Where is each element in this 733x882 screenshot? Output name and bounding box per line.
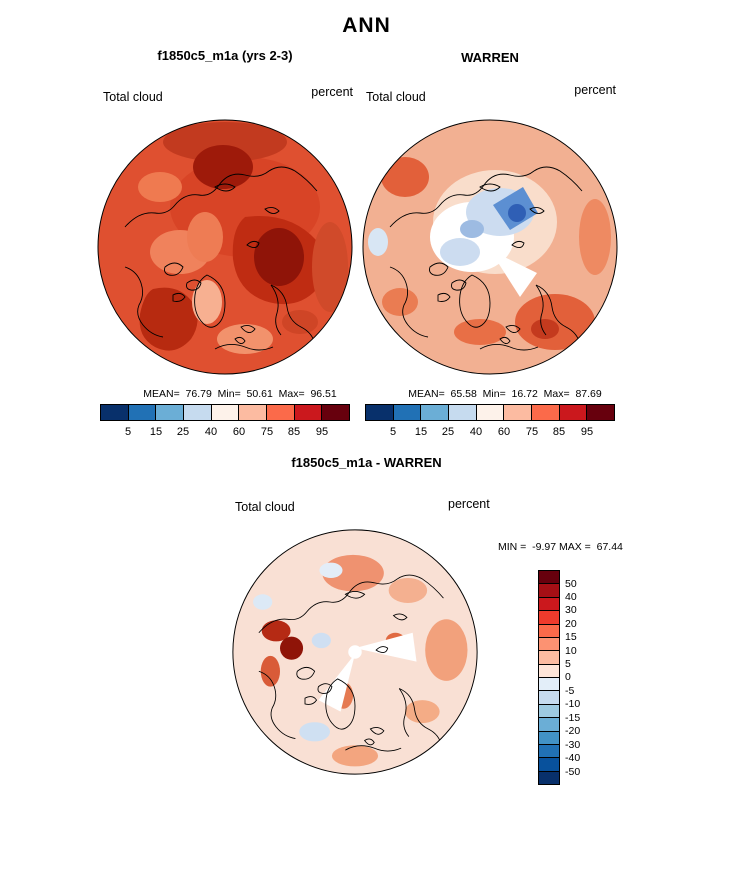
colorbar-cell	[559, 405, 588, 420]
obs-colorbar	[365, 404, 615, 421]
diff-colorbar-label: -30	[565, 739, 581, 751]
obs-units-label: percent	[574, 83, 616, 97]
colorbar-tick: 15	[149, 426, 163, 438]
diff-colorbar-cell	[539, 624, 559, 638]
diff-title: f1850c5_m1a - WARREN	[291, 455, 442, 470]
diff-colorbar-cell	[539, 704, 559, 719]
model-case-title: f1850c5_m1a (yrs 2-3)	[157, 48, 293, 63]
diff-colorbar-cell	[539, 744, 559, 759]
model-field-label: Total cloud	[103, 90, 163, 104]
colorbar-tick: 5	[124, 426, 132, 438]
colorbar-tick: 75	[525, 426, 539, 438]
colorbar-cell	[294, 405, 323, 420]
diff-colorbar-label: -20	[565, 725, 581, 737]
diff-colorbar-label: 10	[565, 645, 577, 657]
diff-colorbar-label: -5	[565, 685, 575, 697]
colorbar-cell	[587, 405, 615, 420]
colorbar-tick: 75	[260, 426, 274, 438]
colorbar-cell	[532, 405, 560, 420]
colorbar-cell	[366, 405, 394, 420]
colorbar-cell	[211, 405, 240, 420]
diff-colorbar-cell	[539, 651, 559, 665]
diff-colorbar-label: -50	[565, 766, 581, 778]
diff-colorbar-label: 15	[565, 631, 577, 643]
obs-polar-map	[362, 119, 618, 375]
colorbar-tick: 95	[315, 426, 329, 438]
colorbar-cell	[239, 405, 268, 420]
diff-colorbar-label: 5	[565, 658, 571, 670]
colorbar-cell	[393, 405, 422, 420]
diff-colorbar-cell	[539, 637, 559, 652]
model-stats: MEAN= 76.79 Min= 50.61 Max= 96.51	[143, 388, 337, 400]
diff-units-label: percent	[448, 497, 490, 511]
diff-colorbar-cell	[539, 691, 559, 705]
colorbar-cell	[449, 405, 477, 420]
diff-minmax: MIN = -9.97 MAX = 67.44	[498, 541, 623, 553]
diff-colorbar-cell	[539, 718, 559, 732]
diff-colorbar	[538, 570, 560, 785]
obs-field-label: Total cloud	[366, 90, 426, 104]
model-polar-map	[97, 119, 353, 375]
diff-colorbar-cell	[539, 597, 559, 612]
diff-colorbar-label: 0	[565, 671, 571, 683]
diff-colorbar-cell	[539, 758, 559, 772]
colorbar-tick: 25	[176, 426, 190, 438]
obs-stats: MEAN= 65.58 Min= 16.72 Max= 87.69	[408, 388, 602, 400]
colorbar-cell	[128, 405, 157, 420]
colorbar-tick: 5	[389, 426, 397, 438]
colorbar-tick: 85	[287, 426, 301, 438]
colorbar-cell	[184, 405, 212, 420]
diff-colorbar-label: 30	[565, 604, 577, 616]
colorbar-tick: 60	[232, 426, 246, 438]
colorbar-cell	[504, 405, 533, 420]
colorbar-tick: 15	[414, 426, 428, 438]
obs-case-title: WARREN	[461, 50, 519, 65]
diff-field-label: Total cloud	[235, 500, 295, 514]
colorbar-tick: 40	[469, 426, 483, 438]
diff-colorbar-label: 50	[565, 578, 577, 590]
diff-colorbar-cell	[539, 584, 559, 598]
colorbar-tick: 95	[580, 426, 594, 438]
colorbar-cell	[421, 405, 450, 420]
diff-colorbar-cell	[539, 664, 559, 678]
colorbar-cell	[267, 405, 295, 420]
diff-colorbar-cell	[539, 731, 559, 745]
diff-colorbar-label: -40	[565, 752, 581, 764]
diff-colorbar-cell	[539, 771, 559, 784]
diff-colorbar-cell	[539, 571, 559, 585]
model-colorbar	[100, 404, 350, 421]
model-units-label: percent	[311, 85, 353, 99]
colorbar-cell	[322, 405, 350, 420]
colorbar-tick: 40	[204, 426, 218, 438]
colorbar-tick: 85	[552, 426, 566, 438]
season-title: ANN	[342, 14, 391, 37]
diff-colorbar-cell	[539, 678, 559, 692]
diff-colorbar-cell	[539, 611, 559, 625]
diff-colorbar-label: 40	[565, 591, 577, 603]
colorbar-cell	[156, 405, 185, 420]
colorbar-tick: 25	[441, 426, 455, 438]
diff-colorbar-label: -10	[565, 698, 581, 710]
colorbar-cell	[101, 405, 129, 420]
colorbar-tick: 60	[497, 426, 511, 438]
diff-colorbar-label: 20	[565, 618, 577, 630]
diff-polar-map	[232, 529, 478, 775]
diff-colorbar-label: -15	[565, 712, 581, 724]
colorbar-cell	[476, 405, 505, 420]
